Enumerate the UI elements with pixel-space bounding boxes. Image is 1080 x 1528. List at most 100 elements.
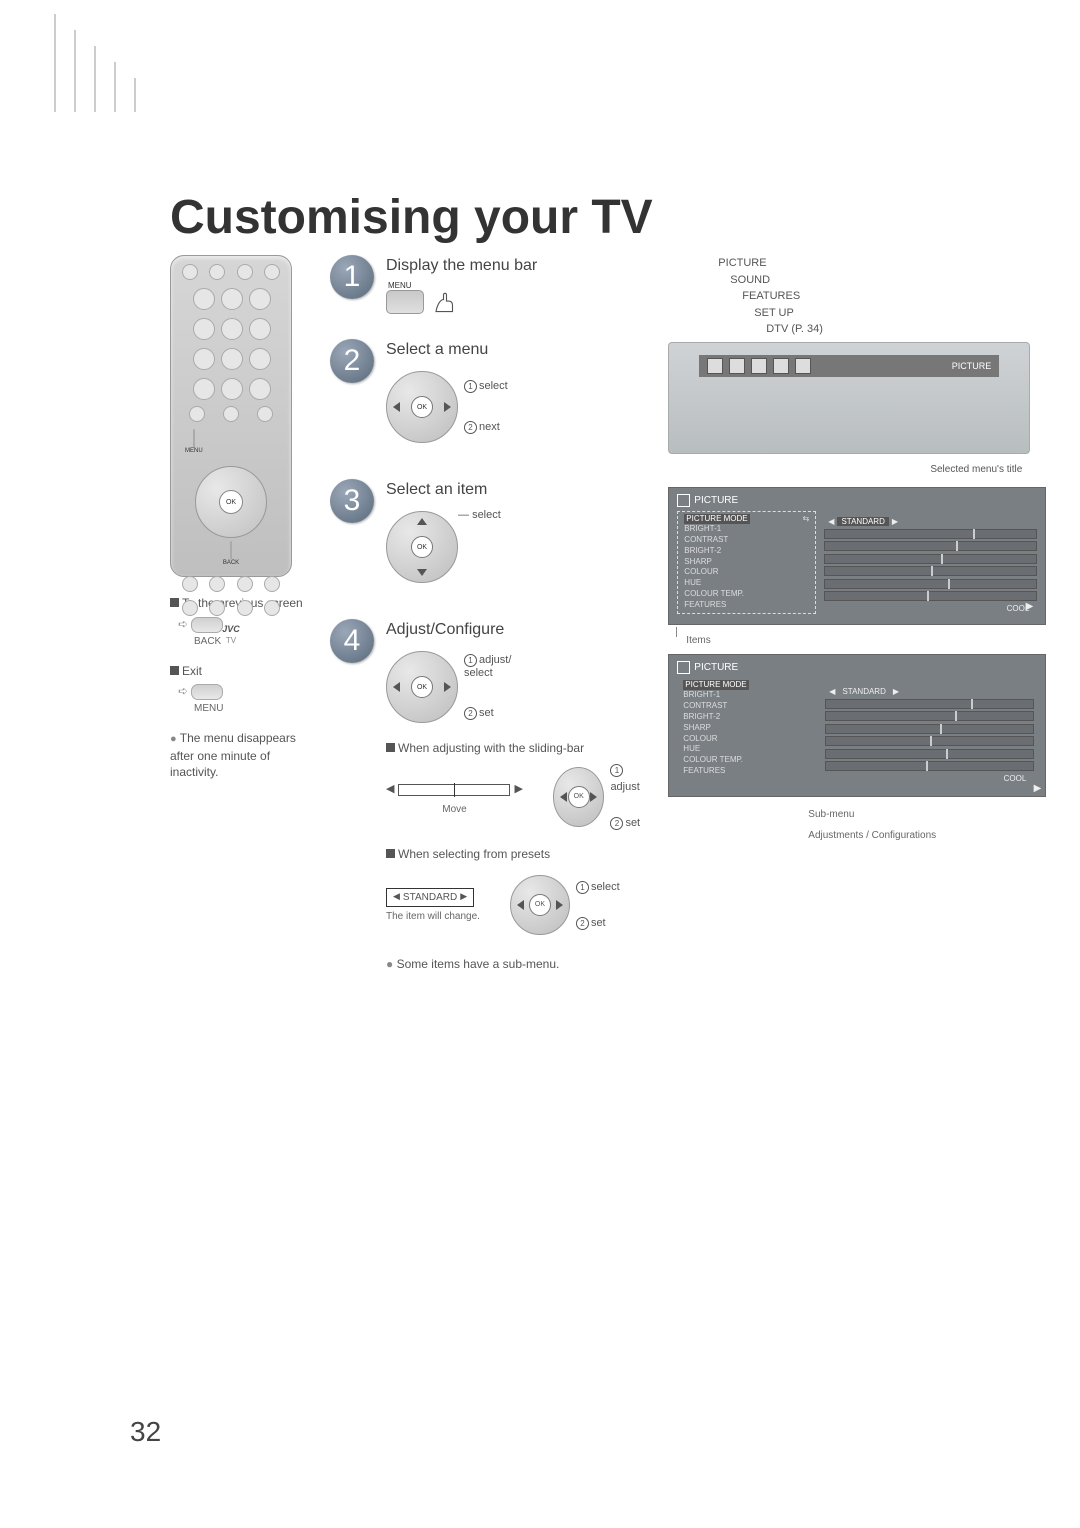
menu-key-label: MENU	[388, 281, 424, 290]
dial-preset: OK	[510, 875, 570, 935]
menubar-icon-setup	[773, 358, 789, 374]
submenu-header-2: PICTURE	[694, 662, 738, 673]
selected-title-caption: Selected menu's title	[668, 464, 1022, 475]
items-box: PICTURE MODE ⇆ BRIGHT-1 CONTRAST BRIGHT-…	[677, 511, 816, 614]
item-0: PICTURE MODE	[684, 514, 749, 525]
remote-ok-button: OK	[219, 490, 243, 514]
cool-label-1: COOL	[824, 604, 1037, 613]
circ-4-1: 1	[464, 654, 477, 667]
lbl-dtv: DTV (P. 34)	[766, 321, 1028, 338]
dial-ok: OK	[411, 396, 433, 418]
remote-dpad: OK	[195, 466, 267, 538]
sliding-title: When adjusting with the sliding-bar	[398, 741, 584, 755]
remote-tv-label: TV	[171, 636, 291, 645]
sliders-box: ◀STANDARD▶ COOL ▶	[824, 511, 1037, 614]
lbl-setup: SET UP	[754, 305, 1028, 322]
menu-label: MENU	[194, 702, 310, 716]
submenu-header: PICTURE	[694, 495, 738, 506]
sliders-highlight-box: ◀STANDARD▶ COOL ▶	[822, 678, 1037, 786]
tv-screen-menubar: PICTURE	[668, 342, 1030, 454]
page-number: 32	[130, 1416, 161, 1448]
submenu-note: Some items have a sub-menu.	[397, 957, 560, 971]
dial-ok-3: OK	[411, 536, 433, 558]
menubar-icon-features	[751, 358, 767, 374]
circ-4-2: 2	[464, 707, 477, 720]
preset-standard-2: STANDARD	[838, 687, 889, 696]
submenu-caption: Sub-menu	[808, 809, 854, 820]
adjust-label: adjust	[610, 781, 639, 793]
step-2-next: next	[479, 421, 500, 433]
menubar-icon-dtv	[795, 358, 811, 374]
item2-5: COLOUR	[683, 734, 808, 745]
item-3: BRIGHT-2	[684, 546, 809, 557]
item2-2: CONTRAST	[683, 701, 808, 712]
item2-6: HUE	[683, 744, 808, 755]
item-change-note: The item will change.	[386, 909, 480, 924]
set-label-1: set	[625, 817, 640, 829]
remote-illustration: MENU OK BACK JVC TV	[170, 255, 292, 577]
preset-box: ◀STANDARD▶	[386, 888, 474, 907]
step-3-title: Select an item	[386, 481, 648, 499]
page-title: Customising your TV	[170, 190, 1000, 245]
step-2-title: Select a menu	[386, 341, 648, 359]
dial-adjust: OK	[386, 651, 458, 723]
circ-s-1: 1	[610, 764, 623, 777]
step-3-select: select	[472, 509, 501, 521]
lbl-sound: SOUND	[730, 272, 1028, 289]
cool-label-2: COOL	[825, 774, 1034, 783]
submenu-panel-items: PICTURE PICTURE MODE ⇆ BRIGHT-1 CONTRAST…	[668, 487, 1046, 625]
adjustments-caption: Adjustments / Configurations	[808, 830, 1028, 841]
step-1-title: Display the menu bar	[386, 257, 648, 275]
dial-ok-p: OK	[529, 894, 551, 916]
lbl-picture: PICTURE	[718, 255, 1028, 272]
step-number-3: 3	[330, 479, 374, 523]
circ-p-2: 2	[576, 917, 589, 930]
remote-menu-label: MENU	[185, 448, 203, 454]
presets-title: When selecting from presets	[398, 847, 550, 861]
remote-brand: JVC	[171, 624, 291, 634]
item-2: CONTRAST	[684, 535, 809, 546]
exit-title: Exit	[182, 664, 202, 678]
menu-labels-stack: PICTURE SOUND FEATURES SET UP DTV (P. 34…	[718, 255, 1028, 338]
select-label: select	[591, 881, 620, 893]
step-2-select: select	[479, 380, 508, 392]
dial-slider: OK	[553, 767, 605, 827]
preset-value: STANDARD	[403, 890, 457, 905]
press-hand-icon	[430, 289, 460, 319]
circ-p-1: 1	[576, 881, 589, 894]
dial-ok-4: OK	[411, 676, 433, 698]
dial-select-menu: OK	[386, 371, 458, 443]
item2-0: PICTURE MODE	[683, 680, 748, 691]
circ-2: 2	[464, 421, 477, 434]
step-4-set: set	[479, 707, 494, 719]
item2-4: SHARP	[683, 723, 808, 734]
step-number-2: 2	[330, 339, 374, 383]
menubar-icon-picture	[707, 358, 723, 374]
item-4: SHARP	[684, 557, 809, 568]
step-number-4: 4	[330, 619, 374, 663]
items-box-2: PICTURE MODE BRIGHT-1 CONTRAST BRIGHT-2 …	[677, 678, 814, 786]
dial-ok-s: OK	[568, 786, 590, 808]
menu-button-icon	[191, 684, 223, 700]
menubar-icon-sound	[729, 358, 745, 374]
submenu-header-icon-2	[677, 661, 690, 674]
dial-select-item: OK	[386, 511, 458, 583]
step-4-title: Adjust/Configure	[386, 621, 648, 639]
inactivity-note: The menu disappears after one minute of …	[170, 731, 296, 779]
circ-1: 1	[464, 380, 477, 393]
menu-key-icon	[386, 290, 424, 314]
item-7: COLOUR TEMP.	[684, 589, 809, 600]
item2-7: COLOUR TEMP.	[683, 755, 808, 766]
item2-3: BRIGHT-2	[683, 712, 808, 723]
items-caption: Items	[686, 635, 1028, 646]
item-6: HUE	[684, 578, 809, 589]
item2-8: FEATURES	[683, 766, 808, 777]
step-number-1: 1	[330, 255, 374, 299]
remote-back-label: BACK	[171, 560, 291, 566]
item2-1: BRIGHT-1	[683, 690, 808, 701]
circ-s-2: 2	[610, 817, 623, 830]
move-label: Move	[386, 802, 523, 817]
set-label-2: set	[591, 917, 606, 929]
preset-standard: STANDARD	[837, 517, 888, 526]
item-1: BRIGHT-1	[684, 524, 809, 535]
